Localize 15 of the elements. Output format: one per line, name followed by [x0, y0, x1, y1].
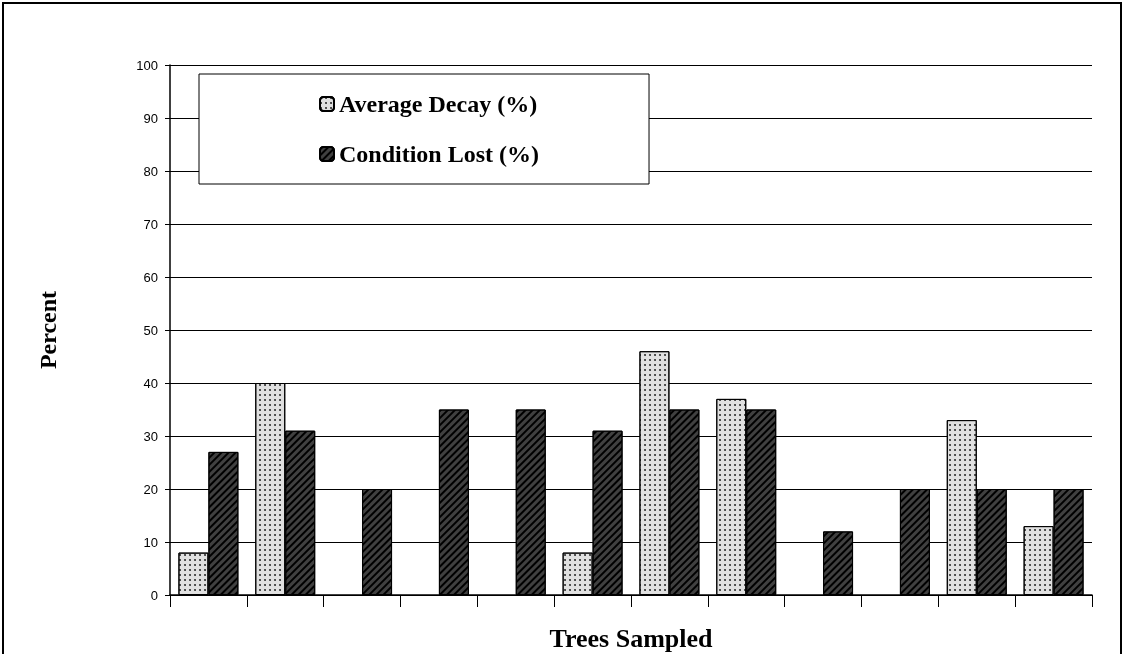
y-tick-label: 20: [143, 481, 158, 497]
y-tick-label: 30: [143, 428, 158, 444]
y-tick-label: 70: [143, 216, 158, 232]
y-tick-label: 0: [150, 587, 158, 603]
y-tick-label: 50: [143, 322, 158, 338]
y-axis-title: Percent: [35, 290, 61, 370]
y-tick-label: 80: [143, 163, 158, 179]
y-tick-label: 90: [143, 110, 158, 126]
legend-label: Condition Lost (%): [339, 141, 540, 167]
x-axis-title: Trees Sampled: [549, 623, 714, 653]
y-tick-label: 100: [136, 57, 158, 73]
y-tick-label: 10: [143, 534, 158, 550]
y-tick-label: 40: [143, 375, 158, 391]
y-tick-label: 60: [143, 269, 158, 285]
legend-label: Average Decay (%): [339, 91, 538, 117]
